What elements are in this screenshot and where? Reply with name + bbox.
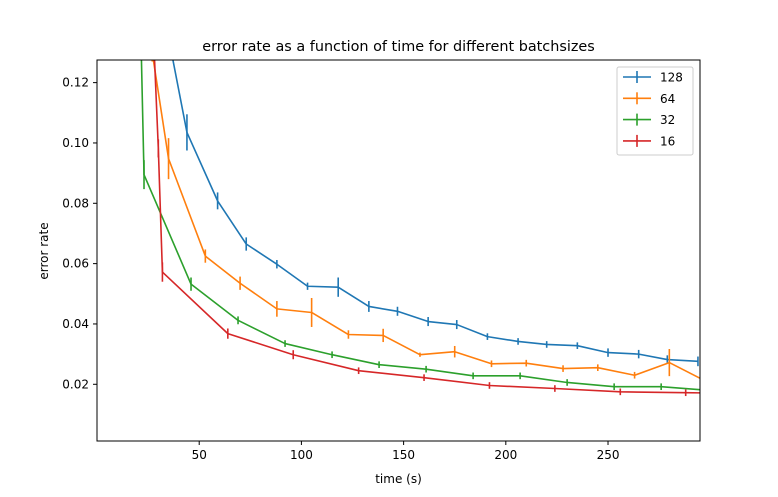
y-tick-label: 0.10 bbox=[62, 136, 89, 150]
y-tick-label: 0.06 bbox=[62, 257, 89, 271]
series-line-32 bbox=[140, 60, 700, 391]
y-tick-label: 0.12 bbox=[62, 76, 89, 90]
x-tick-label: 50 bbox=[192, 448, 207, 462]
x-axis: 50 100 150 200 250 bbox=[192, 441, 620, 462]
series-128 bbox=[172, 60, 699, 367]
x-tick-label: 200 bbox=[494, 448, 517, 462]
legend-item-16: 16 bbox=[623, 134, 675, 148]
series-32 bbox=[140, 60, 700, 391]
y-tick-label: 0.04 bbox=[62, 317, 89, 331]
legend-label: 16 bbox=[660, 134, 675, 148]
legend-item-128: 128 bbox=[623, 71, 683, 85]
x-tick-label: 100 bbox=[290, 448, 313, 462]
series-layer bbox=[140, 60, 700, 397]
legend-label: 64 bbox=[660, 92, 675, 106]
chart-title: error rate as a function of time for dif… bbox=[202, 39, 594, 55]
legend-label: 32 bbox=[660, 113, 675, 127]
y-axis: 0.02 0.04 0.06 0.08 0.10 0.12 bbox=[62, 76, 97, 391]
legend-box bbox=[616, 66, 694, 156]
series-16 bbox=[153, 60, 700, 397]
y-tick-label: 0.08 bbox=[62, 196, 89, 210]
legend: 128 64 32 16 bbox=[616, 66, 694, 156]
legend-item-64: 64 bbox=[623, 92, 675, 106]
plot-frame bbox=[96, 59, 701, 442]
legend-label: 128 bbox=[660, 71, 683, 85]
y-tick-label: 0.02 bbox=[62, 377, 89, 391]
x-tick-label: 150 bbox=[392, 448, 415, 462]
series-line-16 bbox=[153, 60, 700, 394]
y-axis-label: error rate bbox=[37, 222, 51, 279]
series-64 bbox=[151, 60, 700, 380]
x-tick-label: 250 bbox=[597, 448, 620, 462]
legend-item-32: 32 bbox=[623, 113, 675, 127]
x-axis-label: time (s) bbox=[375, 472, 422, 486]
